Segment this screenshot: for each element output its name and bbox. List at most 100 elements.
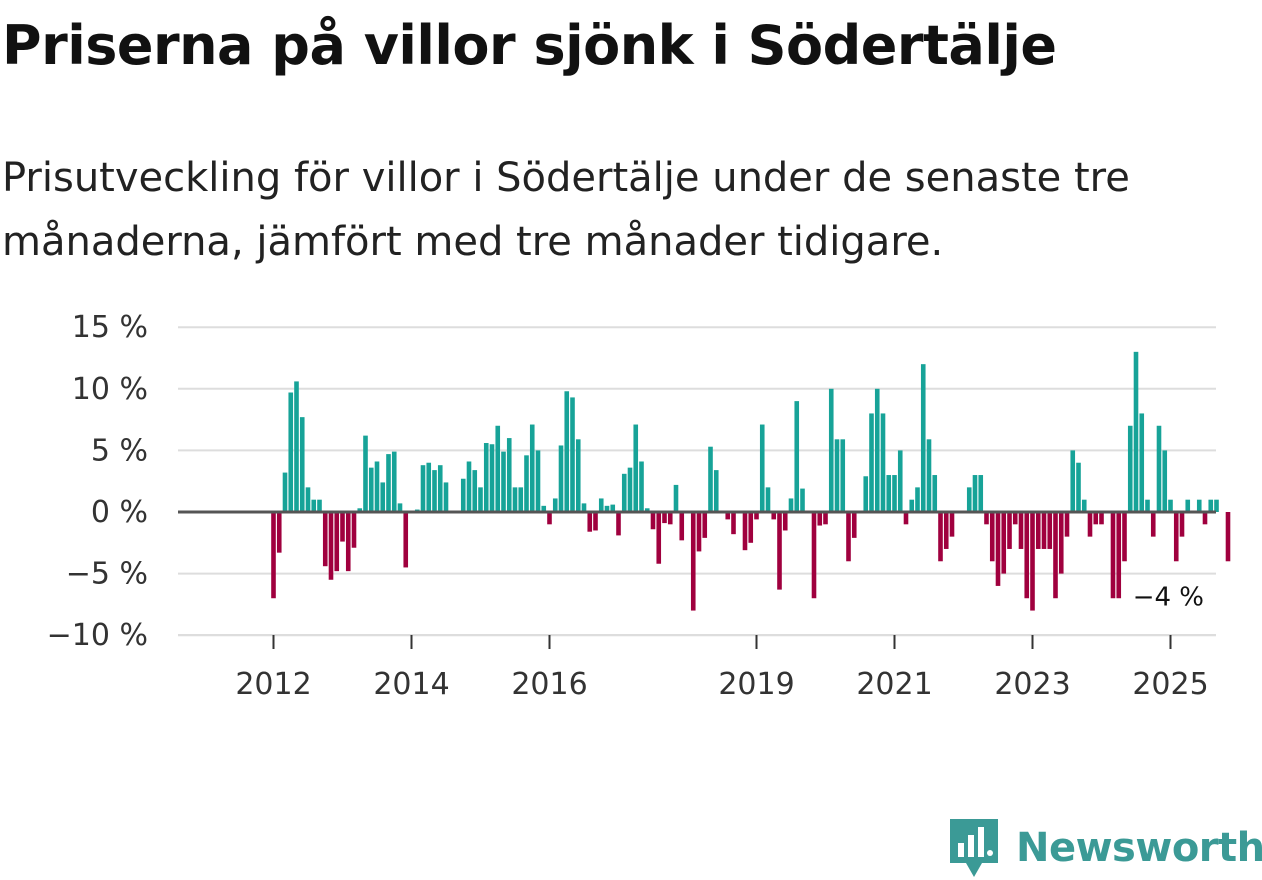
bar-negative bbox=[777, 512, 782, 590]
bar-negative bbox=[1093, 512, 1099, 525]
bar-positive bbox=[558, 445, 564, 512]
bar-negative bbox=[1001, 512, 1007, 574]
bar-positive bbox=[437, 465, 443, 512]
bar-positive bbox=[932, 475, 938, 512]
bar-positive bbox=[426, 462, 432, 512]
bar-positive bbox=[317, 499, 322, 512]
bar-positive bbox=[800, 488, 805, 512]
bars bbox=[271, 351, 1231, 611]
bar-negative bbox=[949, 512, 955, 537]
bar-negative bbox=[748, 512, 754, 543]
x-tick-label: 2021 bbox=[856, 667, 932, 702]
bar-positive bbox=[840, 439, 846, 512]
bar-negative bbox=[403, 512, 409, 568]
bar-positive bbox=[397, 503, 403, 512]
bar-positive bbox=[828, 388, 834, 512]
bar-negative bbox=[690, 512, 696, 611]
y-tick-label: 5 % bbox=[91, 433, 148, 468]
bar-positive bbox=[294, 381, 299, 512]
bar-positive bbox=[386, 454, 391, 512]
last-value-label: −4 % bbox=[1133, 582, 1204, 612]
bar-positive bbox=[472, 470, 478, 512]
bar-negative bbox=[754, 512, 759, 520]
bar-negative bbox=[1058, 512, 1064, 574]
bar-positive bbox=[570, 397, 575, 512]
bar-positive bbox=[1076, 462, 1081, 512]
bar-positive bbox=[1070, 450, 1076, 512]
bar-negative bbox=[276, 512, 282, 553]
bar-negative bbox=[547, 512, 552, 525]
bar-positive bbox=[621, 473, 627, 512]
x-tick-label: 2023 bbox=[994, 667, 1070, 702]
bar-negative bbox=[938, 512, 943, 562]
bar-negative bbox=[1173, 512, 1179, 562]
bar-positive bbox=[892, 475, 897, 512]
bar-positive bbox=[886, 475, 892, 512]
bar-positive bbox=[915, 487, 920, 512]
bar-positive bbox=[834, 439, 840, 512]
bar-negative bbox=[1064, 512, 1070, 537]
y-tick-label: −10 % bbox=[47, 618, 148, 653]
bar-negative bbox=[742, 512, 748, 551]
x-axis: 2012 2014 2016 2019 2021 2023 2025 bbox=[178, 634, 1216, 702]
bar-positive bbox=[541, 505, 547, 512]
bar-positive bbox=[759, 424, 765, 512]
bar-negative bbox=[851, 512, 857, 538]
bar-positive bbox=[673, 484, 679, 512]
bar-negative bbox=[334, 512, 340, 572]
bar-positive bbox=[598, 498, 604, 512]
newsworthy-logo-icon bbox=[950, 819, 998, 877]
bar-positive bbox=[391, 451, 397, 512]
bar-positive bbox=[357, 508, 363, 512]
bar-negative bbox=[696, 512, 702, 552]
bar-negative bbox=[667, 512, 673, 525]
bar-negative bbox=[989, 512, 995, 562]
bar-negative bbox=[650, 512, 656, 530]
bar-positive bbox=[863, 476, 869, 512]
bar-negative bbox=[943, 512, 949, 549]
bar-negative bbox=[823, 512, 828, 525]
bar-positive bbox=[633, 424, 639, 512]
bar-negative bbox=[271, 512, 276, 599]
bar-positive bbox=[282, 472, 288, 512]
bar-positive bbox=[380, 482, 386, 512]
bar-positive bbox=[880, 413, 886, 512]
bar-negative bbox=[1116, 512, 1122, 599]
bar-negative bbox=[1041, 512, 1047, 549]
bar-positive bbox=[1127, 425, 1133, 512]
y-tick-label: −5 % bbox=[66, 557, 148, 592]
bar-positive bbox=[1208, 499, 1214, 512]
bar-positive bbox=[978, 475, 984, 512]
bar-positive bbox=[288, 392, 294, 512]
bar-positive bbox=[305, 487, 311, 512]
bar-positive bbox=[794, 401, 800, 512]
bar-negative bbox=[662, 512, 667, 524]
bar-negative bbox=[1053, 512, 1058, 599]
bar-positive bbox=[443, 482, 449, 512]
bar-positive bbox=[972, 475, 978, 512]
bar-positive bbox=[311, 499, 317, 512]
y-tick-label: 0 % bbox=[91, 495, 148, 530]
bar-positive bbox=[495, 425, 501, 512]
bar-positive bbox=[478, 487, 483, 512]
bar-positive bbox=[1145, 499, 1150, 512]
bar-positive bbox=[501, 451, 506, 512]
bar-negative bbox=[587, 512, 593, 532]
bar-positive bbox=[581, 503, 587, 512]
bar-positive bbox=[374, 461, 380, 512]
bar-negative bbox=[817, 512, 823, 526]
bar-positive bbox=[909, 499, 915, 512]
bar-positive bbox=[639, 461, 644, 512]
bar-positive bbox=[627, 467, 633, 512]
x-tick-label: 2016 bbox=[511, 667, 587, 702]
bar-negative bbox=[811, 512, 817, 599]
grid-lines bbox=[178, 326, 1216, 637]
bar-negative bbox=[1099, 512, 1104, 525]
bar-negative bbox=[725, 512, 731, 520]
y-axis-labels: 15 % 10 % 5 % 0 % −5 % −10 % bbox=[47, 310, 148, 653]
bar-negative bbox=[1150, 512, 1156, 537]
bar-positive bbox=[483, 443, 489, 512]
x-tick-label: 2012 bbox=[235, 667, 311, 702]
bar-positive bbox=[1214, 499, 1219, 512]
bar-negative bbox=[1024, 512, 1030, 599]
